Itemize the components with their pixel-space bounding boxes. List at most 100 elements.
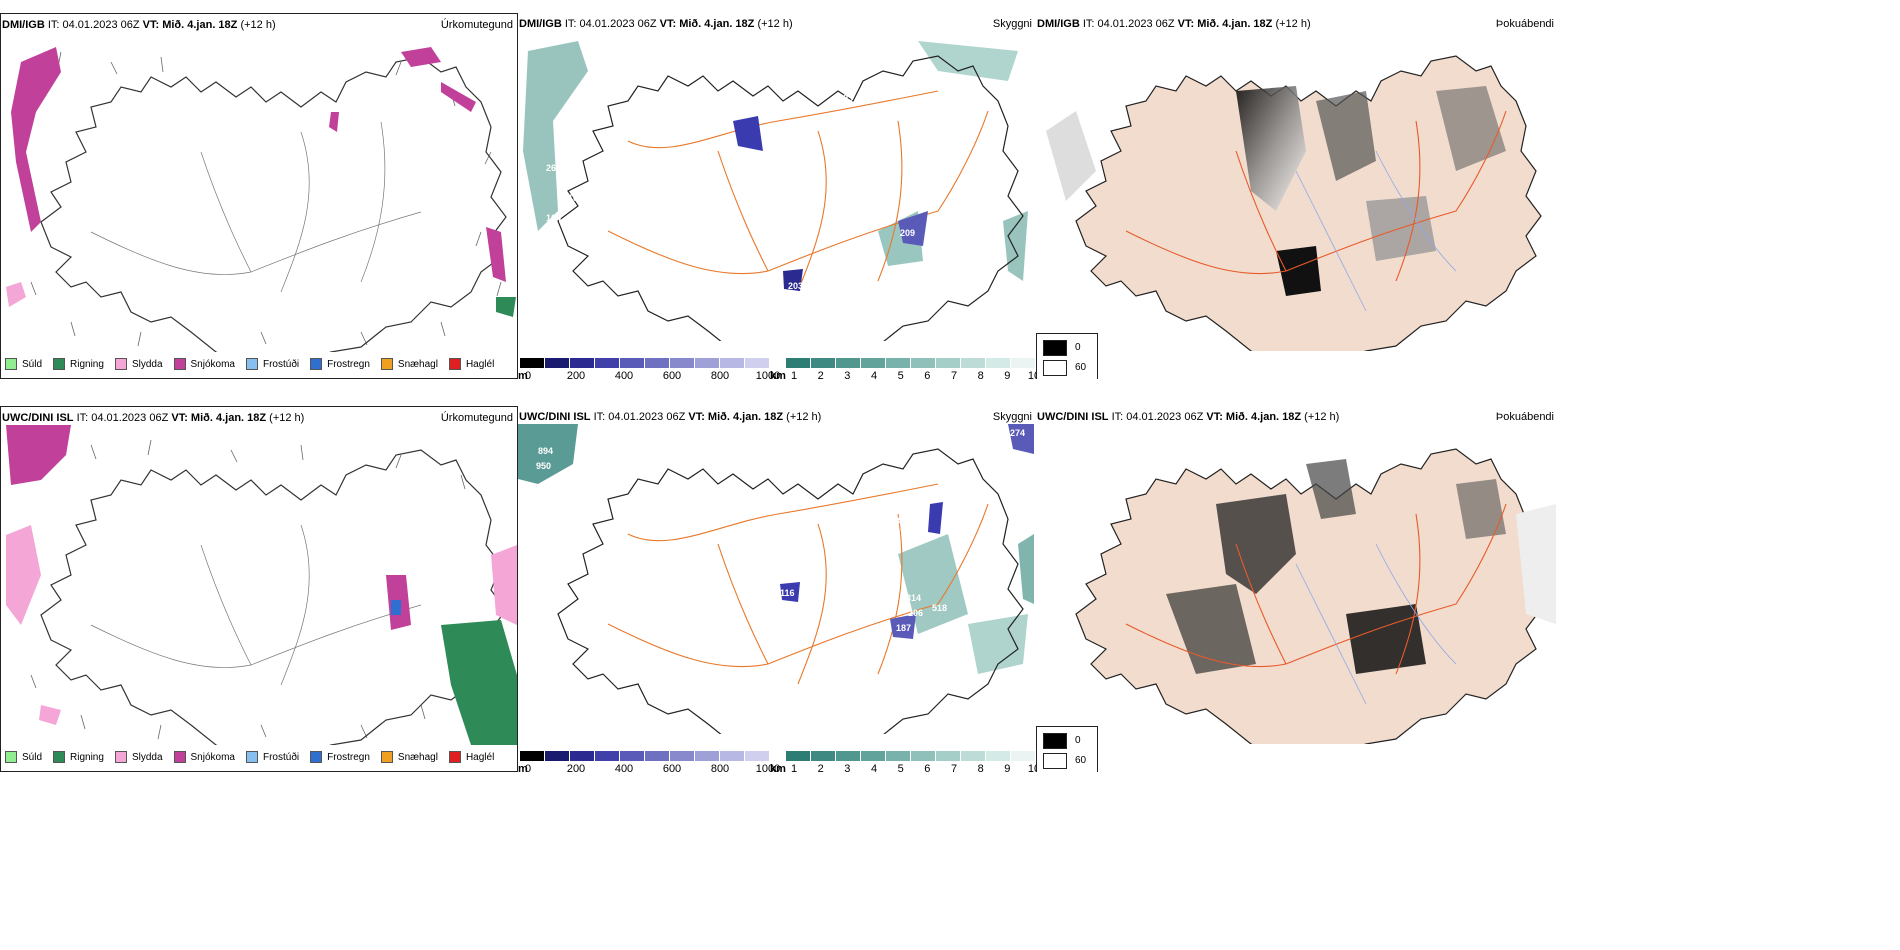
visibility-panel-row2: UWC/DINI ISL IT: 04.01.2023 06Z VT: Mið.… <box>518 406 1036 772</box>
colorbar-tick: 10 <box>1027 763 1036 772</box>
cloudbase-value-label: 209 <box>900 228 915 238</box>
fog-index-panel-row2: UWC/DINI ISL IT: 04.01.2023 06Z VT: Mið.… <box>1036 406 1558 772</box>
cloudbase-value-label: 950 <box>536 461 551 471</box>
colorbar-segment <box>961 358 986 368</box>
colorbar-segment <box>695 358 720 368</box>
cloudbase-value-label: 203 <box>788 281 803 291</box>
visibility-colorbar <box>786 358 1036 368</box>
colorbar-segment <box>961 751 986 761</box>
visibility-colorbar <box>786 751 1036 761</box>
colorbar-segment <box>595 751 620 761</box>
fog-legend: 0 60 <box>1036 726 1098 772</box>
colorbar-segment <box>620 358 645 368</box>
legend-item: Frostúði <box>245 358 299 370</box>
visibility-areas <box>523 41 1028 281</box>
colorbar-segment <box>645 751 670 761</box>
colorbar-tick: 1 <box>790 370 798 379</box>
cloudbase-value-label: 131 <box>880 141 895 151</box>
colorbar-segment <box>861 751 886 761</box>
legend-item: Slydda <box>114 751 163 763</box>
rivers <box>1295 543 1457 705</box>
cloudbase-areas <box>733 116 928 291</box>
fog-index-panel-row1: DMI/IGB IT: 04.01.2023 06Z VT: Mið. 4.ja… <box>1036 13 1558 379</box>
colorbar-segment <box>1011 358 1036 368</box>
legend-item: Frostregn <box>310 751 370 763</box>
precip-areas <box>6 47 516 317</box>
legend-swatch <box>448 751 461 763</box>
colorbar-tick: 7 <box>950 763 958 772</box>
legend-swatch <box>53 358 66 370</box>
wind-barbs <box>20 51 502 347</box>
cloudbase-value-label: 177 <box>536 273 551 283</box>
colorbar-tick: 600 <box>662 763 682 772</box>
colorbar-tick: 5 <box>897 763 904 772</box>
colorbar-tick: 400 <box>614 370 634 379</box>
legend-label: Súld <box>22 751 43 763</box>
legend-swatch <box>245 358 258 370</box>
fog-areas <box>1166 459 1556 674</box>
legend-label: Snjókoma <box>190 751 235 763</box>
legend-item: Snjókoma <box>173 751 235 763</box>
precip-type-panel-row1: DMI/IGB IT: 04.01.2023 06Z VT: Mið. 4.ja… <box>0 13 518 379</box>
legend-item: Frostregn <box>310 358 370 370</box>
colorbar-segment <box>595 358 620 368</box>
fog-map <box>1046 55 1542 351</box>
colorbar-tick: 0 <box>524 763 532 772</box>
precip-map <box>6 47 516 352</box>
legend-swatch <box>380 358 393 370</box>
roads <box>607 483 989 685</box>
colorbar-segment <box>545 358 570 368</box>
colorbar-tick: 3 <box>844 370 851 379</box>
legend-swatch <box>310 358 323 370</box>
colorbar-segment <box>811 751 836 761</box>
colorbar-tick: 2 <box>817 370 824 379</box>
colorbar-segment <box>986 751 1011 761</box>
legend-item: Rigning <box>53 751 104 763</box>
colorbar-segment <box>745 751 770 761</box>
fog-legend: 0 60 <box>1036 333 1098 379</box>
colorbar-tick: 200 <box>566 763 586 772</box>
cloudbase-unit: m <box>518 763 528 772</box>
colorbar-segment <box>886 751 911 761</box>
colorbar-segment <box>986 358 1011 368</box>
roads <box>1125 110 1507 282</box>
fog-map <box>1075 448 1556 744</box>
legend-label: Snæhagl <box>397 751 438 763</box>
roads <box>607 90 989 292</box>
visibility-unit: km <box>770 763 786 772</box>
cloudbase-value-label: 894 <box>538 446 553 456</box>
panel-title: Úrkomutegund <box>440 412 513 424</box>
cloudbase-value-label: 164 <box>546 213 561 223</box>
colorbar-segment <box>861 358 886 368</box>
legend-item: Snæhagl <box>380 358 438 370</box>
legend-item: Haglél <box>448 358 494 370</box>
cloudbase-value-label: 237 <box>786 206 801 216</box>
cloudbase-value-label: 69 <box>858 145 868 155</box>
colorbar-tick: 800 <box>710 370 730 379</box>
panel-header: UWC/DINI ISL IT: 04.01.2023 06Z VT: Mið.… <box>519 411 822 423</box>
panel-title: Úrkomutegund <box>440 19 513 31</box>
colorbar-tick: 1 <box>790 763 798 772</box>
colorbar-segment <box>520 751 545 761</box>
legend-item: Slydda <box>114 358 163 370</box>
roads <box>1125 503 1507 675</box>
colorbar-segment <box>936 358 961 368</box>
legend-label: Slydda <box>131 751 163 763</box>
legend-label: Haglél <box>465 751 495 763</box>
colorbar-segment <box>520 358 545 368</box>
colorbar-tick: 4 <box>870 763 878 772</box>
legend-swatch <box>173 358 186 370</box>
legend-label: Rigning <box>70 751 104 763</box>
colorbar-segment <box>720 358 745 368</box>
colorbar-tick: 10 <box>1027 370 1036 379</box>
precip-type-legend: Súld Rigning Slydda Snjókoma Frostúði Frostre… <box>5 358 505 370</box>
colorbar-segment <box>645 358 670 368</box>
colorbar-segment <box>570 358 595 368</box>
cloudbase-value-label: 80 <box>888 128 898 138</box>
visibility-panel-row1: DMI/IGB IT: 04.01.2023 06Z VT: Mið. 4.ja… <box>518 13 1036 379</box>
colorbar-tick: 400 <box>614 763 634 772</box>
colorbar-tick: 2 <box>817 763 824 772</box>
legend-swatch <box>448 358 461 370</box>
cloudbase-unit: m <box>518 370 528 379</box>
